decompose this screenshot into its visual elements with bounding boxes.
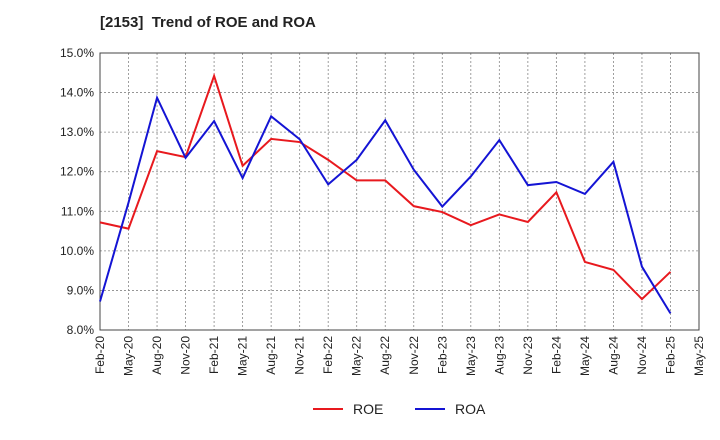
y-tick-label: 10.0% [60,244,94,258]
x-tick-label: Aug-24 [606,336,620,375]
legend: ROE ROA [313,401,486,417]
x-tick-label: Nov-23 [521,336,535,375]
y-tick-label: 14.0% [60,86,94,100]
y-tick-label: 13.0% [60,125,94,139]
x-tick-label: May-23 [464,336,478,376]
x-tick-label: Feb-21 [207,336,221,374]
chart-title: [2153] Trend of ROE and ROA [100,14,316,31]
series-line-roa [99,94,672,314]
x-tick-label: Aug-20 [150,336,164,375]
x-tick-label: Aug-21 [264,336,278,375]
x-tick-label: May-20 [122,336,136,376]
grid-lines [100,53,699,330]
x-tick-label: Feb-25 [663,336,677,374]
x-tick-label: Feb-24 [549,336,563,374]
legend-label-roe: ROE [353,401,383,417]
x-axis-tick-labels: Feb-20 May-20 Aug-20 Nov-20 Feb-21 May-21 Aug-… [93,336,706,376]
x-tick-label: May-25 [692,336,706,376]
x-tick-label: Feb-20 [93,336,107,374]
plot-area [99,52,700,331]
x-tick-label: May-22 [350,336,364,376]
x-tick-label: Feb-23 [435,336,449,374]
x-tick-label: Nov-22 [407,336,421,375]
x-tick-label: May-24 [578,336,592,376]
x-tick-label: Feb-22 [321,336,335,374]
y-tick-label: 9.0% [67,283,95,297]
x-tick-label: Nov-24 [635,336,649,375]
x-tick-label: May-21 [236,336,250,376]
x-tick-label: Aug-22 [378,336,392,375]
x-tick-label: Aug-23 [492,336,506,375]
legend-label-roa: ROA [455,401,486,417]
y-tick-label: 8.0% [67,323,95,337]
y-tick-label: 12.0% [60,165,94,179]
y-tick-label: 15.0% [60,46,94,60]
y-tick-label: 11.0% [61,204,94,218]
x-tick-label: Nov-21 [293,336,307,375]
series-line-roe [99,72,672,301]
y-axis-tick-labels: 8.0% 9.0% 10.0% 11.0% 12.0% 13.0% 14.0% 15.0% [60,46,94,337]
x-tick-label: Nov-20 [179,336,193,375]
series-lines [99,72,672,314]
